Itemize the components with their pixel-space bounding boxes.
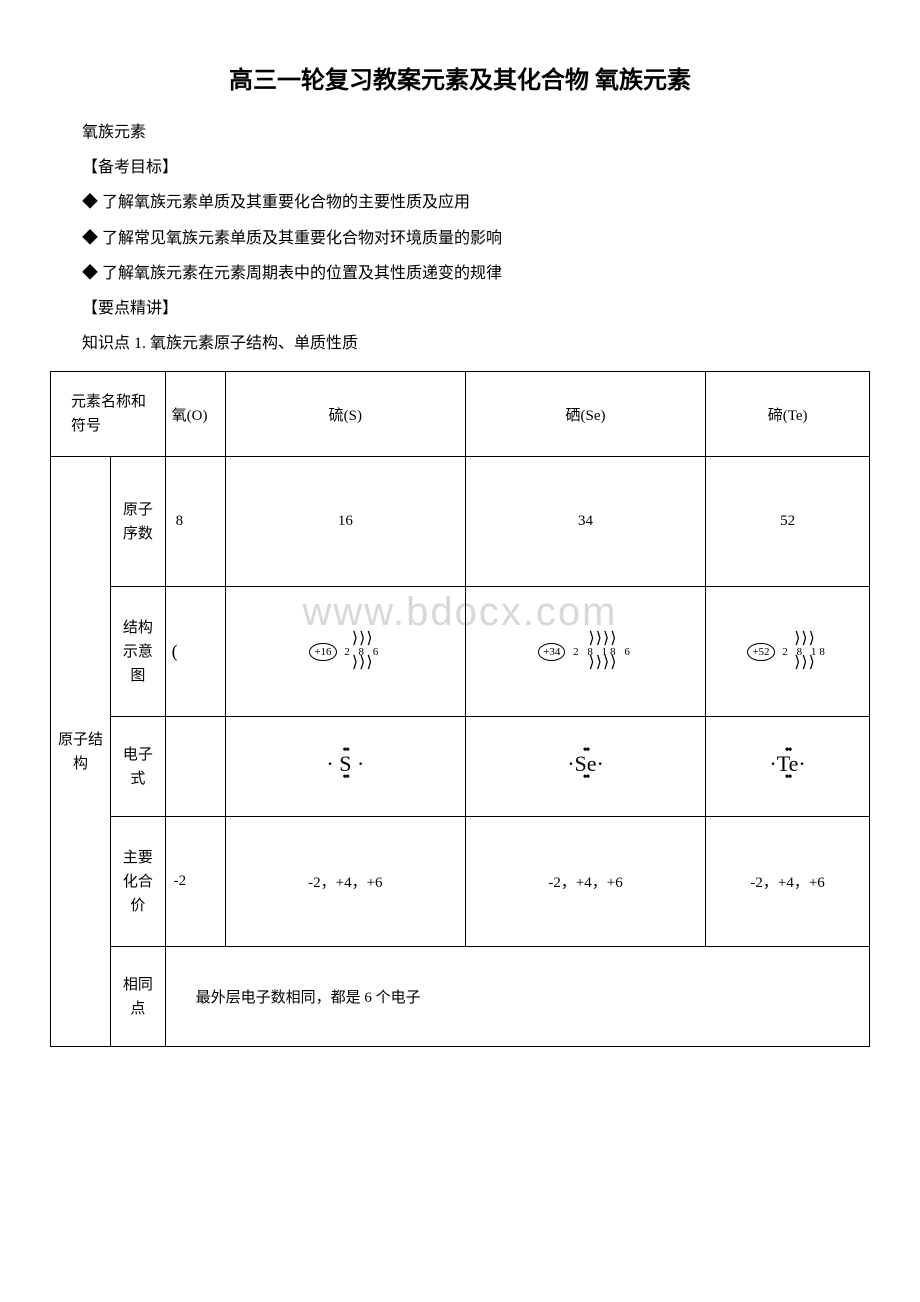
exam-target-heading: 【备考目标】 (50, 150, 870, 185)
structure-label-text: 结构示意图 (117, 616, 159, 688)
electron-formula-label: 电子式 (111, 717, 166, 817)
row-group-label-text: 原子结构 (57, 728, 104, 776)
key-points-heading: 【要点精讲】 (50, 291, 870, 326)
subtitle-text: 氧族元素 (50, 115, 870, 150)
atomic-number-sulfur: 16 (225, 457, 465, 587)
electron-formula-selenium: •• ·Se· •• (465, 717, 705, 817)
table-row-structure: 结构示意图 ( +16 ⟩⟩⟩ 2 8 6 ⟩⟩⟩ +34 (51, 587, 870, 717)
header-tellurium: 碲(Te) (706, 372, 870, 457)
valence-oxygen: -2 (165, 817, 225, 947)
row-group-label: 原子结构 (51, 457, 111, 1047)
common-label: 相同点 (111, 947, 166, 1047)
page-title: 高三一轮复习教案元素及其化合物 氧族元素 (50, 60, 870, 95)
electron-formula-oxygen (165, 717, 225, 817)
target-item-2: ◆ 了解常见氧族元素单质及其重要化合物对环境质量的影响 (50, 221, 870, 256)
tellurium-atom-diagram: +52 ⟩⟩⟩ 2 8 18 ⟩⟩⟩ (747, 634, 827, 670)
table-row-common: 相同点 最外层电子数相同，都是 6 个电子 (51, 947, 870, 1047)
atomic-number-tellurium: 52 (706, 457, 870, 587)
sulfur-electron-formula: •• · S · •• (326, 748, 364, 781)
atomic-number-selenium: 34 (465, 457, 705, 587)
table-row-valence: 主要化合价 -2 -2，+4，+6 -2，+4，+6 -2，+4，+6 (51, 817, 870, 947)
selenium-electron-formula: •• ·Se· •• (567, 748, 604, 781)
valence-label: 主要化合价 (111, 817, 166, 947)
target-item-3: ◆ 了解氧族元素在元素周期表中的位置及其性质递变的规律 (50, 256, 870, 291)
element-table: 元素名称和符号 氧(O) 硫(S) 硒(Se) 碲(Te) 原子结构 原子序数 … (50, 371, 870, 1047)
electron-formula-sulfur: •• · S · •• (225, 717, 465, 817)
atomic-number-oxygen: 8 (165, 457, 225, 587)
common-label-text: 相同点 (117, 973, 159, 1021)
electron-formula-tellurium: •• ·Te· •• (706, 717, 870, 817)
tellurium-electron-formula: •• ·Te· •• (769, 748, 805, 781)
valence-label-text: 主要化合价 (117, 846, 159, 918)
header-sulfur: 硫(S) (225, 372, 465, 457)
structure-oxygen: ( (165, 587, 225, 717)
table-row-atomic-number: 原子结构 原子序数 8 16 34 52 (51, 457, 870, 587)
selenium-nucleus: +34 (538, 643, 565, 661)
structure-tellurium: +52 ⟩⟩⟩ 2 8 18 ⟩⟩⟩ (706, 587, 870, 717)
selenium-shells: ⟩⟩⟩⟩ 2 8 18 6 ⟩⟩⟩⟩ (573, 634, 633, 670)
electron-formula-label-text: 电子式 (117, 743, 159, 791)
atomic-number-label-text: 原子序数 (117, 498, 159, 546)
tellurium-nucleus: +52 (747, 643, 774, 661)
sulfur-shells: ⟩⟩⟩ 2 8 6 ⟩⟩⟩ (344, 634, 381, 670)
common-value: 最外层电子数相同，都是 6 个电子 (165, 947, 869, 1047)
valence-sulfur: -2，+4，+6 (225, 817, 465, 947)
header-selenium: 硒(Se) (465, 372, 705, 457)
header-label-text: 元素名称和符号 (71, 394, 146, 434)
atomic-number-label: 原子序数 (111, 457, 166, 587)
header-oxygen: 氧(O) (165, 372, 225, 457)
structure-selenium: +34 ⟩⟩⟩⟩ 2 8 18 6 ⟩⟩⟩⟩ (465, 587, 705, 717)
valence-tellurium: -2，+4，+6 (706, 817, 870, 947)
document-content: 高三一轮复习教案元素及其化合物 氧族元素 氧族元素 【备考目标】 ◆ 了解氧族元… (50, 60, 870, 1047)
selenium-atom-diagram: +34 ⟩⟩⟩⟩ 2 8 18 6 ⟩⟩⟩⟩ (538, 634, 633, 670)
structure-sulfur: +16 ⟩⟩⟩ 2 8 6 ⟩⟩⟩ (225, 587, 465, 717)
sulfur-nucleus: +16 (309, 643, 336, 661)
tellurium-shells: ⟩⟩⟩ 2 8 18 ⟩⟩⟩ (782, 634, 828, 670)
table-row-electron-formula: 电子式 •• · S · •• •• ·Se· •• •• (51, 717, 870, 817)
valence-selenium: -2，+4，+6 (465, 817, 705, 947)
sulfur-atom-diagram: +16 ⟩⟩⟩ 2 8 6 ⟩⟩⟩ (309, 634, 381, 670)
knowledge-point-text: 知识点 1. 氧族元素原子结构、单质性质 (50, 326, 870, 361)
table-header-row: 元素名称和符号 氧(O) 硫(S) 硒(Se) 碲(Te) (51, 372, 870, 457)
header-label: 元素名称和符号 (51, 372, 166, 457)
target-item-1: ◆ 了解氧族元素单质及其重要化合物的主要性质及应用 (50, 185, 870, 220)
structure-label: 结构示意图 (111, 587, 166, 717)
